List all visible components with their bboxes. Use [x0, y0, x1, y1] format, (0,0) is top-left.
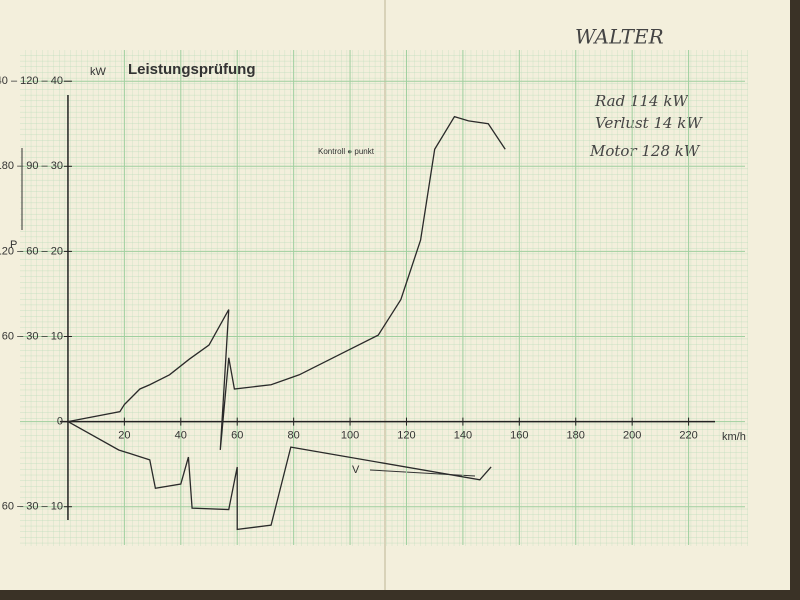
- x-tick-label: 220: [679, 430, 697, 442]
- y-tick-label: 0: [57, 416, 63, 428]
- x-tick-label: 120: [397, 430, 415, 442]
- x-tick-label: 40: [175, 430, 187, 442]
- x-tick-label: 180: [567, 430, 585, 442]
- y-tick-label: 120 – 60 – 20: [0, 245, 63, 257]
- y-label: P: [10, 239, 17, 251]
- y-tick-label: 60 – 30 – 10: [2, 501, 63, 513]
- x-tick-label: 160: [510, 430, 528, 442]
- arrow: [369, 469, 476, 477]
- x-tick-label: 80: [288, 430, 300, 442]
- handwritten: Motor 128 kW: [589, 142, 701, 160]
- curve: [67, 421, 492, 531]
- x-tick-label: 20: [118, 430, 130, 442]
- handwritten: Rad 114 kW: [594, 92, 689, 110]
- x-tick-label: 200: [623, 430, 641, 442]
- x-tick-label: 60: [231, 430, 243, 442]
- annotation: V: [352, 464, 360, 476]
- annotation: Kontroll ● punkt: [318, 147, 375, 156]
- y-tick-label: 180 – 90 – 30: [0, 160, 63, 172]
- handwritten: Verlust 14 kW: [595, 114, 703, 132]
- handwritten: WALTER: [575, 25, 664, 49]
- chart-title: Leistungsprüfung: [128, 61, 256, 78]
- y-unit: kW: [90, 66, 107, 78]
- y-tick-label: 60 – 30 – 10: [2, 330, 63, 342]
- curve: [67, 115, 506, 451]
- x-label: km/h: [722, 431, 746, 443]
- x-tick-label: 140: [454, 430, 472, 442]
- x-tick-label: 100: [341, 430, 359, 442]
- y-tick-label: 240 – 120 – 40: [0, 75, 63, 87]
